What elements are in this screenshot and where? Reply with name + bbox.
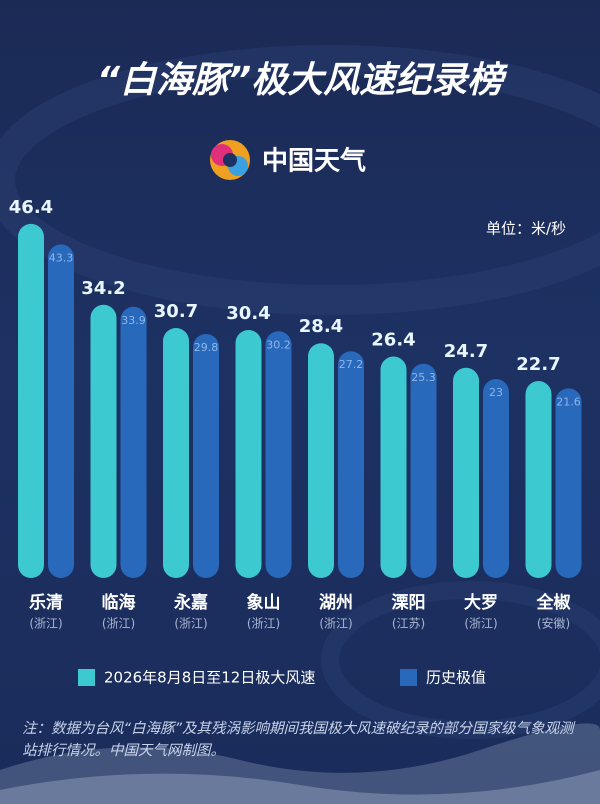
unit: 单位：米/秒 (486, 220, 566, 238)
chart-title: “白海豚”极大风速纪录榜 (97, 60, 508, 101)
decor-swirl (321, 581, 600, 739)
region-label: (江苏) (392, 617, 425, 631)
bar (555, 388, 582, 578)
category-label: 永嘉 (173, 592, 208, 613)
bar (48, 244, 74, 578)
value-label: 34.2 (81, 278, 125, 299)
decor-swirl (0, 45, 600, 315)
value-label: 24.7 (444, 341, 488, 362)
bar (483, 379, 509, 578)
decor-wave (0, 770, 600, 804)
bar (525, 381, 552, 578)
bar (193, 333, 219, 578)
category-label: 象山 (247, 592, 281, 613)
bar (453, 367, 479, 578)
region-label: (浙江) (102, 617, 135, 631)
category-label: 大罗 (464, 592, 498, 613)
region-label: (安徽) (537, 616, 570, 631)
legend-swatch (400, 669, 417, 686)
value-label: 29.8 (194, 341, 219, 354)
bar (410, 363, 437, 578)
bar (120, 306, 147, 578)
value-label: 33.9 (121, 314, 146, 327)
region-label: (浙江) (319, 617, 352, 631)
bar (380, 356, 407, 578)
legend-label: 历史极值 (426, 669, 486, 687)
value-label: 46.4 (9, 197, 53, 218)
category-label: 乐清 (29, 592, 63, 613)
value-label: 43.3 (49, 251, 74, 264)
bar (90, 304, 117, 578)
category-label: 溧阳 (392, 592, 426, 613)
value-label: 28.4 (299, 316, 343, 337)
value-label: 30.2 (266, 338, 291, 351)
category-label: 临海 (102, 592, 136, 613)
value-label: 25.3 (411, 371, 436, 384)
logo-icon (210, 140, 250, 180)
value-label: 26.4 (371, 330, 415, 351)
note: 注：数据为台风“白海豚”及其残涡影响期间我国极大风速破纪录的部分国家级气象观测站… (22, 721, 574, 759)
value-label: 27.2 (339, 358, 364, 371)
region-label: (浙江) (247, 617, 280, 631)
legend-label: 2026年8月8日至12日极大风速 (104, 669, 315, 687)
region-label: (浙江) (174, 617, 207, 631)
bar (235, 329, 262, 578)
brand: 中国天气 (262, 146, 366, 177)
region-label: (浙江) (29, 617, 62, 631)
value-label: 30.7 (154, 301, 198, 322)
region-label: (浙江) (464, 617, 497, 631)
value-label: 30.4 (226, 303, 270, 324)
bar (338, 351, 364, 578)
bar (163, 327, 189, 578)
bar (308, 343, 334, 578)
category-label: 湖州 (319, 593, 353, 613)
value-label: 23 (489, 386, 503, 399)
value-label: 22.7 (516, 354, 560, 375)
category-label: 全椒 (536, 592, 571, 613)
legend-swatch (78, 669, 95, 686)
value-label: 21.6 (556, 395, 581, 408)
bar (18, 223, 44, 578)
bar (265, 331, 292, 578)
